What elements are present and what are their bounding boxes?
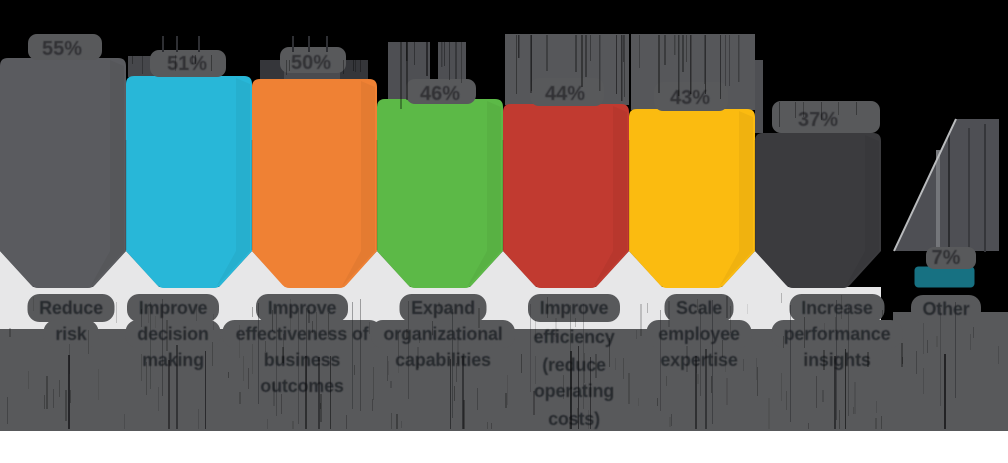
- svg-text:Other: Other: [922, 299, 969, 319]
- svg-text:Scale: Scale: [676, 298, 722, 318]
- svg-text:making: making: [142, 350, 204, 370]
- svg-text:business: business: [264, 350, 341, 370]
- svg-text:expertise: expertise: [660, 350, 737, 370]
- svg-text:Increase: Increase: [801, 298, 873, 318]
- svg-text:risk: risk: [55, 324, 87, 344]
- svg-text:Improve: Improve: [139, 298, 208, 318]
- svg-text:costs): costs): [548, 409, 600, 429]
- svg-text:employee: employee: [658, 324, 740, 344]
- svg-text:44%: 44%: [545, 83, 585, 105]
- svg-text:46%: 46%: [420, 83, 460, 105]
- svg-text:Reduce: Reduce: [39, 298, 103, 318]
- svg-text:organizational: organizational: [383, 324, 502, 344]
- svg-text:decision: decision: [137, 324, 208, 344]
- svg-text:operating: operating: [534, 381, 614, 401]
- svg-text:37%: 37%: [798, 109, 838, 131]
- svg-text:capabilities: capabilities: [395, 350, 491, 370]
- svg-text:insights: insights: [803, 350, 871, 370]
- svg-text:performance: performance: [784, 324, 891, 344]
- svg-text:Improve: Improve: [540, 298, 609, 318]
- svg-text:55%: 55%: [42, 38, 82, 60]
- svg-text:effectiveness of: effectiveness of: [236, 324, 370, 344]
- svg-text:43%: 43%: [670, 87, 710, 109]
- svg-text:outcomes: outcomes: [260, 376, 344, 396]
- svg-text:efficiency: efficiency: [533, 327, 614, 347]
- svg-text:7%: 7%: [932, 247, 961, 269]
- svg-text:50%: 50%: [291, 52, 331, 74]
- svg-text:Expand: Expand: [411, 298, 475, 318]
- svg-text:51%: 51%: [167, 53, 207, 75]
- svg-text:Improve: Improve: [268, 298, 337, 318]
